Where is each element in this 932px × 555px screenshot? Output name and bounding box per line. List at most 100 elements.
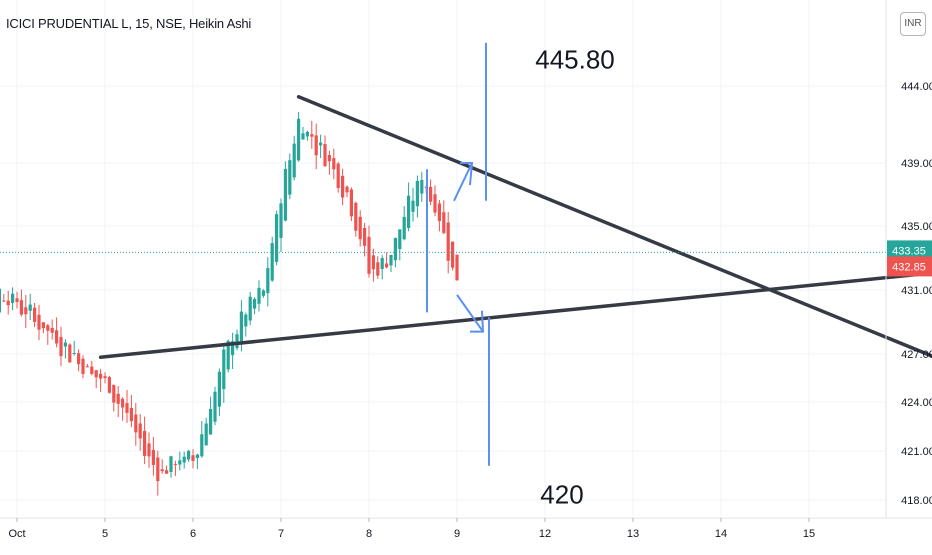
candle-body [24,307,28,315]
candle-body [279,203,283,238]
time-tick-label: 14 [715,528,727,540]
candle-body [160,469,164,472]
candle-body [116,393,120,404]
candle-body [147,443,151,457]
candle-body [341,175,345,198]
candle-body [367,236,371,274]
candle-body [446,222,450,261]
candle-body [94,370,98,378]
price-tick-label: 435.00 [901,221,932,233]
drawings [426,42,490,466]
candle-body [77,353,81,365]
arrow-head-down [470,310,485,333]
candle-body [231,341,235,356]
candle-body [398,229,402,250]
candle-body [257,287,261,304]
currency-badge[interactable]: INR [900,12,926,36]
candle-body [59,336,63,357]
candle-body [301,133,305,140]
candle-body [380,258,384,269]
candle-body [50,327,54,333]
candle-body [129,408,133,422]
candle-body [28,304,32,311]
candle-body [165,470,169,474]
time-tick-label: 15 [803,528,815,540]
candle-body [187,450,191,460]
time-tick-label: 9 [454,528,460,540]
candle-body [68,344,72,363]
candle-body [442,212,446,233]
candle-body [169,456,173,472]
candle-body [204,423,208,446]
breakout-up-arrow [453,162,473,202]
candle-body [327,154,331,162]
time-tick-label: 8 [366,528,372,540]
time-tick-label: Oct [8,528,25,540]
time-tick-label: 5 [102,528,108,540]
candle-body [138,423,142,439]
price-tick-label: 444.00 [901,81,932,93]
candle-body [310,134,314,137]
candle-body [37,314,41,330]
candle-body [191,455,195,461]
candle-body [125,403,129,413]
candle-body [99,373,103,379]
time-tick-label: 6 [190,528,196,540]
candle-body [323,143,327,167]
price-badge-label: 432.85 [892,261,926,273]
candle-body [217,371,221,407]
candle-body [55,330,59,344]
candle-body [407,195,411,228]
candle-body [226,340,230,370]
candle-body [235,334,239,349]
target-annotation-high: 445.80 [535,44,615,74]
candle-body [33,307,37,322]
candle-body [389,254,393,266]
candle-body [371,255,375,270]
time-axis: Oct 5 6 7 8 9 12 13 14 15 [0,517,932,540]
candle-body [349,189,353,217]
price-tick-label: 431.00 [901,285,932,297]
candle-body [332,158,336,170]
candle-body [376,262,380,276]
candle-body [385,263,389,268]
candle-body [437,203,441,222]
candle-body [433,194,437,213]
candle-body [305,131,309,137]
candle-body [200,434,204,457]
candle-body [121,398,125,408]
candle-body [261,290,265,296]
candle-body [297,118,301,161]
price-badge-label: 433.35 [892,245,926,257]
candle-body [393,237,397,261]
candle-body [19,300,23,315]
candle-body [336,163,340,189]
price-axis: 418.00 421.00 424.00 427.00 431.00 435.00 439.… [885,0,932,518]
price-tick-label: 424.00 [901,397,932,409]
candle-body [253,298,257,309]
candle-body [156,457,160,482]
candle-body [178,460,182,465]
candle-body [354,202,358,231]
candle-body [173,464,177,466]
candles [0,112,459,496]
candle-body [319,142,323,146]
candle-body [363,227,367,246]
candle-body [248,296,252,321]
candle-body [15,298,19,303]
price-tick-label: 439.00 [901,158,932,170]
candle-body [345,186,349,193]
candle-body [239,311,243,342]
resistance-trendline [296,95,932,358]
candle-body [213,391,217,422]
candle-body [2,300,6,302]
candle-body [72,352,76,354]
candle-body [81,358,85,374]
annotations: 445.80 420 [535,44,615,509]
candle-body [46,325,50,331]
candle-body [420,179,424,194]
candle-body [415,180,419,207]
candle-body [358,216,362,240]
